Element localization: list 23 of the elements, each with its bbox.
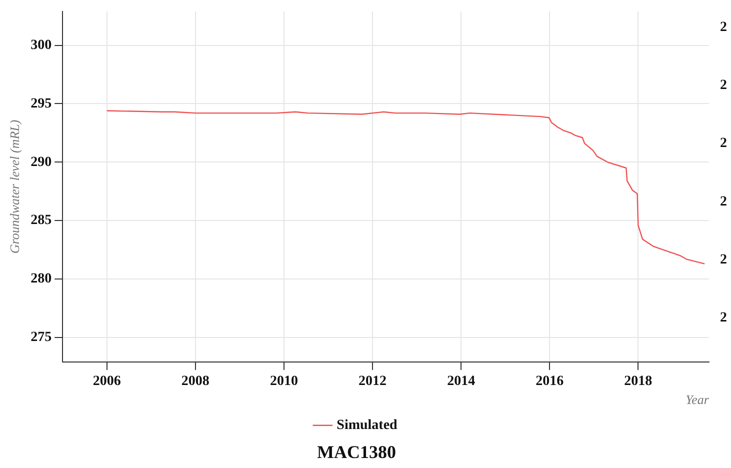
x-tick-label: 2016 <box>536 374 564 390</box>
text: 2 <box>720 252 727 268</box>
text: 2 <box>720 20 727 36</box>
y-tick-label: 290 <box>30 154 52 170</box>
x-tick-label: 2018 <box>624 374 652 390</box>
x-tick-label: 2014 <box>447 374 476 390</box>
x-axis-title: Year <box>686 392 710 408</box>
y-tick-label: 280 <box>30 272 52 287</box>
x-tick-label: 2010 <box>270 374 298 390</box>
y-axis-title: Groundwater level (mRL) <box>7 120 22 254</box>
x-tick-label: 2006 <box>92 374 121 390</box>
text: 2 <box>720 136 727 152</box>
y-tick-label: 300 <box>30 38 52 53</box>
text: 2 <box>720 194 727 210</box>
x-tick-label: 2008 <box>181 374 210 390</box>
text: MAC1380 <box>317 442 396 462</box>
legend-label: Simulated <box>336 418 398 434</box>
y-tick-label: 285 <box>30 213 52 228</box>
y-tick-label: 295 <box>30 96 52 112</box>
x-tick-label: 2012 <box>358 374 387 390</box>
text: 2 <box>720 310 727 326</box>
text: 2 <box>720 78 727 94</box>
y-tick-label: 275 <box>30 330 52 346</box>
